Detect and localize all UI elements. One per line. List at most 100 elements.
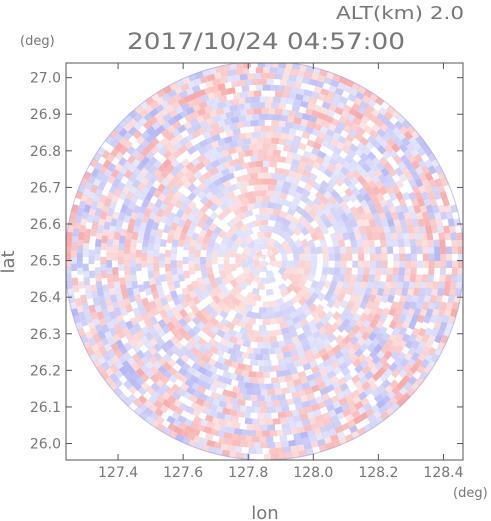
- radar-bin: [404, 172, 414, 182]
- radar-bin: [209, 147, 219, 156]
- radar-bin: [399, 218, 407, 227]
- radar-bin: [437, 308, 446, 317]
- radar-bin: [346, 299, 355, 310]
- radar-bin: [397, 274, 405, 283]
- radar-bin: [414, 346, 424, 356]
- radar-bin: [74, 214, 83, 223]
- radar-bin: [216, 375, 226, 384]
- radar-bin: [222, 106, 231, 114]
- radar-bin: [348, 424, 359, 434]
- radar-bin: [368, 274, 375, 283]
- radar-bin: [78, 224, 86, 234]
- radar-bin: [308, 435, 318, 443]
- radar-bin: [101, 361, 111, 371]
- radar-bin: [299, 357, 309, 366]
- radar-bin: [437, 340, 446, 351]
- radar-bin: [314, 414, 324, 423]
- radar-bin: [246, 292, 255, 301]
- radar-bin: [265, 383, 274, 390]
- radar-bin: [310, 260, 318, 269]
- radar-bin: [206, 421, 216, 429]
- radar-bin: [299, 260, 306, 269]
- radar-bin: [199, 418, 209, 427]
- radar-bin: [230, 134, 240, 142]
- radar-bin: [131, 353, 141, 363]
- radar-bin: [355, 385, 366, 395]
- radar-bin: [259, 149, 267, 156]
- radar-bin: [436, 328, 446, 338]
- radar-bin: [85, 290, 93, 300]
- radar-bin: [300, 302, 310, 312]
- radar-bin: [302, 291, 312, 301]
- radar-bin: [156, 337, 166, 347]
- radar-bin: [281, 126, 290, 134]
- radar-bin: [377, 338, 387, 348]
- radar-bin: [381, 379, 391, 389]
- radar-bin: [262, 255, 267, 261]
- radar-bin: [169, 344, 180, 354]
- radar-bin: [201, 354, 211, 364]
- radar-bin: [160, 100, 170, 110]
- radar-bin: [416, 260, 423, 269]
- radar-bin: [192, 186, 202, 197]
- radar-bin: [139, 221, 148, 231]
- radar-bin: [359, 300, 368, 310]
- radar-bin: [196, 89, 206, 98]
- radar-bin: [287, 170, 297, 178]
- radar-bin: [328, 103, 338, 113]
- radar-bin: [361, 94, 371, 104]
- radar-bin: [370, 287, 379, 297]
- radar-bin: [351, 374, 361, 384]
- radar-bin: [356, 370, 366, 380]
- radar-bin: [362, 294, 371, 304]
- radar-bin: [255, 67, 264, 74]
- radar-bin: [200, 94, 209, 103]
- radar-bin: [298, 296, 308, 306]
- radar-bin: [232, 92, 241, 100]
- radar-bin: [226, 321, 236, 330]
- radar-bin: [123, 260, 130, 268]
- radar-bin: [278, 138, 287, 146]
- radar-bin: [110, 168, 120, 179]
- radar-bin: [401, 225, 409, 234]
- radar-bin: [175, 162, 185, 172]
- radar-bin: [454, 288, 462, 297]
- radar-bin: [209, 345, 219, 355]
- radar-bin: [315, 80, 325, 89]
- radar-bin: [215, 190, 225, 200]
- radar-bin: [100, 336, 110, 346]
- radar-bin: [437, 171, 447, 181]
- radar-bin: [235, 175, 245, 183]
- radar-bin: [170, 253, 177, 261]
- radar-bin: [276, 447, 285, 454]
- radar-bin: [297, 370, 307, 379]
- radar-bin: [145, 369, 155, 379]
- radar-bin: [237, 398, 246, 406]
- radar-bin: [284, 410, 293, 418]
- radar-bin: [298, 142, 307, 151]
- radar-bin: [179, 109, 189, 119]
- radar-bin: [327, 195, 338, 205]
- radar-bin: [223, 377, 233, 386]
- radar-bin: [247, 263, 256, 273]
- radar-bin: [414, 191, 423, 201]
- radar-bin: [68, 294, 76, 303]
- radar-bin: [82, 249, 89, 258]
- radar-bin: [356, 175, 367, 185]
- radar-bin: [277, 340, 287, 348]
- radar-bin: [376, 350, 386, 360]
- radar-bin: [125, 231, 133, 241]
- radar-bin: [253, 294, 262, 302]
- radar-bin: [111, 317, 120, 327]
- radar-bin: [313, 123, 323, 132]
- radar-bin: [101, 235, 109, 244]
- radar-bin: [251, 418, 260, 425]
- radar-bin: [255, 371, 263, 378]
- radar-bin: [206, 267, 214, 276]
- radar-bin: [427, 152, 437, 163]
- radar-bin: [153, 111, 164, 121]
- radar-bin: [194, 242, 203, 251]
- radar-bin: [424, 352, 433, 363]
- radar-bin: [232, 214, 242, 224]
- radar-bin: [298, 449, 307, 457]
